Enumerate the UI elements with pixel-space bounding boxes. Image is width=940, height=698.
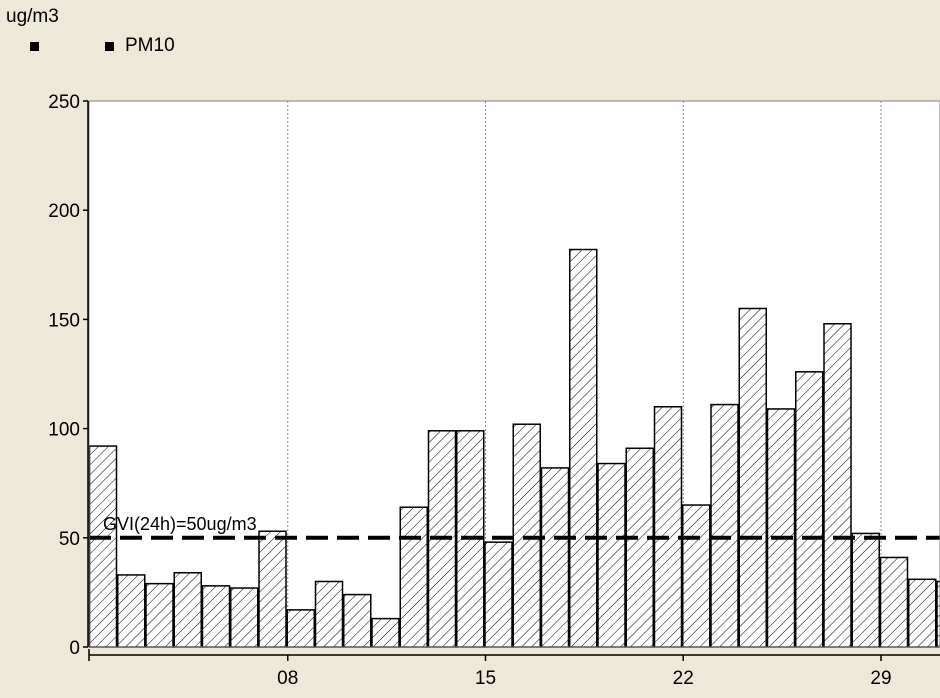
legend-item-blank	[30, 41, 50, 51]
x-tick-label: 15	[475, 668, 496, 689]
bar-day-7	[258, 530, 287, 648]
bar-day-18	[569, 248, 598, 648]
bar-day-3	[145, 582, 174, 648]
bar-day-20	[625, 447, 654, 648]
bar-day-2	[117, 574, 146, 648]
bar-day-19	[597, 462, 626, 648]
y-tick-label: 250	[48, 92, 80, 113]
bar-day-11	[371, 617, 400, 648]
bar-day-8	[286, 609, 315, 648]
legend-swatch	[105, 41, 114, 51]
y-tick-label: 0	[69, 638, 80, 659]
reference-line-label: GVI(24h)=50ug/m3	[103, 514, 257, 534]
bar-day-24	[738, 307, 767, 648]
bar-day-29	[879, 556, 909, 648]
bar-day-21	[653, 406, 683, 648]
chart-legend: PM10	[30, 35, 175, 57]
bar-day-16	[512, 423, 541, 648]
plot-border	[88, 100, 940, 648]
bar-day-4	[173, 571, 202, 648]
bar-day-27	[823, 323, 852, 648]
bar-day-6	[230, 587, 259, 648]
y-tick-label: 200	[48, 201, 80, 222]
bar-day-1	[88, 445, 118, 648]
x-tick-label: 22	[673, 668, 694, 689]
bar-day-9	[314, 580, 344, 648]
legend-item-pm10: PM10	[105, 35, 175, 57]
bar-day-15	[484, 541, 513, 648]
bar-day-26	[795, 371, 824, 648]
y-tick-label: 150	[48, 310, 80, 331]
x-tick-label: 29	[870, 668, 891, 689]
bar-day-31	[936, 580, 940, 648]
bar-day-30	[908, 578, 937, 648]
y-axis-unit-label: ug/m3	[6, 6, 59, 27]
bar-day-5	[201, 585, 231, 648]
bar-day-17	[540, 467, 570, 648]
x-tick-label: 08	[277, 668, 298, 689]
bar-day-12	[399, 506, 428, 648]
bar-day-23	[710, 403, 739, 648]
bar-day-10	[343, 593, 372, 648]
bar-day-22	[682, 504, 711, 648]
legend-swatch	[30, 41, 39, 51]
bar-day-28	[851, 532, 880, 648]
y-tick-label: 100	[48, 420, 80, 441]
y-tick-label: 50	[59, 529, 80, 550]
legend-label: PM10	[125, 35, 175, 56]
bar-day-25	[766, 408, 796, 648]
